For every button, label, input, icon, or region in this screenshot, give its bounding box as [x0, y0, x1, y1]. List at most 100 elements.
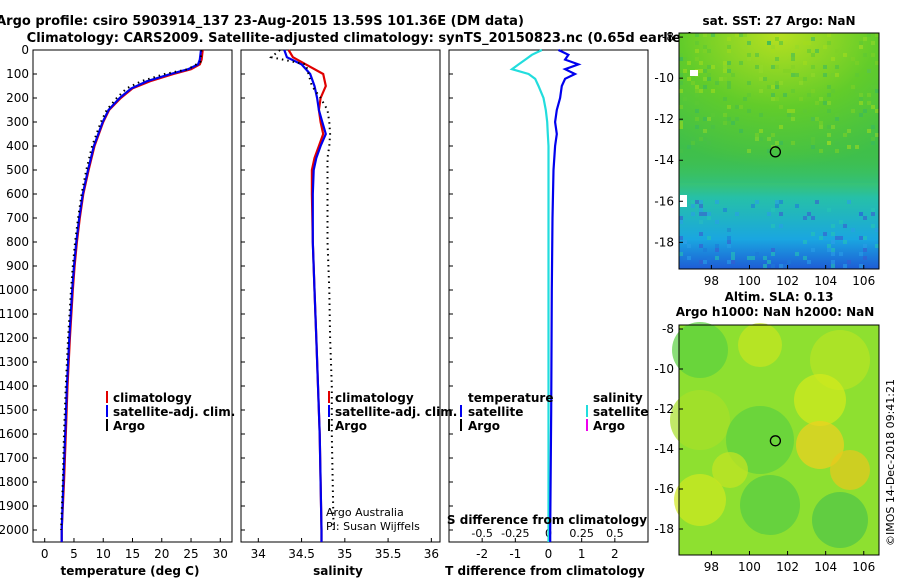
sst-pixel: [847, 200, 851, 204]
sst-pixel: [875, 33, 879, 37]
sst-pixel: [679, 252, 683, 256]
sst-pixel: [811, 248, 815, 252]
sst-pixel: [711, 41, 715, 45]
sst-pixel: [743, 45, 747, 49]
annotation-pi: PI: Susan Wijffels: [326, 520, 420, 533]
sst-pixel: [839, 236, 843, 240]
sst-pixel: [863, 244, 867, 248]
sst-pixel: [787, 69, 791, 73]
sst-pixel: [699, 137, 703, 141]
sst-pixel: [835, 65, 839, 69]
sst-pixel: [875, 133, 879, 137]
depth-tick-label: 0: [21, 43, 29, 57]
title-line2: Climatology: CARS2009. Satellite-adjuste…: [27, 31, 694, 46]
sst-pixel: [783, 264, 787, 268]
sst-pixel: [683, 97, 687, 101]
sst-pixel: [699, 89, 703, 93]
sst-pixel: [683, 240, 687, 244]
sst-pixel: [727, 260, 731, 264]
sla-blob: [738, 323, 782, 367]
t-difference-xlabel: T difference from climatology: [445, 564, 645, 578]
sst-pixel: [739, 61, 743, 65]
sst-pixel: [691, 204, 695, 208]
sst-pixel: [747, 109, 751, 113]
depth-tick-label: 600: [6, 187, 29, 201]
sst-pixel: [875, 244, 879, 248]
sst-pixel: [695, 93, 699, 97]
sst-pixel: [803, 256, 807, 260]
legend-swatch-s-argo: [586, 419, 588, 431]
sst-pixel: [775, 57, 779, 61]
sst-pixel: [823, 73, 827, 77]
legend-swatch-satellite: [328, 405, 330, 417]
sst-pixel: [835, 141, 839, 145]
legend-swatch-climatology: [328, 391, 330, 403]
s-diff-tick-label: 0.5: [606, 527, 624, 540]
climatology-line: [60, 49, 204, 542]
legend-swatch-satellite: [106, 405, 108, 417]
sst-pixel: [831, 264, 835, 268]
sst-map-axes: 98 100 102 104 106 -8 -10 -12 -14 -16 -18: [654, 30, 875, 288]
sst-pixel: [835, 117, 839, 121]
sst-pixel: [827, 101, 831, 105]
sst-pixel: [843, 53, 847, 57]
depth-tick-label: 500: [6, 163, 29, 177]
sst-pixel: [747, 57, 751, 61]
sst-pixel: [819, 121, 823, 125]
lat-tick-label: -16: [654, 482, 674, 496]
sst-pixel: [679, 105, 683, 109]
sst-pixel: [703, 260, 707, 264]
temperature-tick-label: 10: [96, 547, 111, 561]
sst-pixel: [867, 69, 871, 73]
sst-pixel: [779, 264, 783, 268]
sst-pixel: [683, 69, 687, 73]
depth-tick-label: 1400: [0, 379, 29, 393]
sst-pixel: [863, 248, 867, 252]
temperature-axis: 0 5 10 15 20 25 30: [41, 538, 228, 561]
sst-pixel: [815, 200, 819, 204]
sst-pixel: [727, 117, 731, 121]
depth-tick-label: 1900: [0, 499, 29, 513]
lat-tick-label: -14: [654, 442, 674, 456]
sst-pixel: [687, 244, 691, 248]
sst-pixel: [811, 89, 815, 93]
argo-location-marker: [769, 435, 782, 447]
sst-pixel: [863, 256, 867, 260]
sst-pixel: [703, 77, 707, 81]
sst-pixel: [683, 57, 687, 61]
sst-pixel: [699, 244, 703, 248]
sst-pixel: [811, 137, 815, 141]
sst-pixel: [743, 33, 747, 37]
temperature-tick-label: 15: [125, 547, 140, 561]
temperature-tick-label: 5: [70, 547, 78, 561]
sst-map-panel: sat. SST: 27 Argo: NaN 98 100 102 104 106 -8 -…: [654, 14, 880, 288]
sst-pixel: [827, 41, 831, 45]
sst-pixel: [755, 65, 759, 69]
sst-pixel: [739, 105, 743, 109]
sst-map-frame: [678, 32, 880, 270]
sst-pixel: [731, 260, 735, 264]
sst-pixel: [843, 240, 847, 244]
sst-pixel: [755, 200, 759, 204]
sst-pixel: [851, 228, 855, 232]
sst-pixel: [747, 149, 751, 153]
legend-swatch-t-argo: [460, 419, 462, 431]
sst-pixel: [727, 69, 731, 73]
sst-pixel: [787, 113, 791, 117]
sst-pixel: [759, 137, 763, 141]
difference-legend: temperature satellite Argo salinity sate…: [460, 391, 648, 433]
sst-pixel: [811, 232, 815, 236]
lat-tick-label: -18: [654, 235, 674, 249]
sst-pixel: [703, 129, 707, 133]
sst-pixel: [791, 89, 795, 93]
salinity-depth-ticks: [241, 49, 245, 531]
legend-argo: Argo: [335, 419, 367, 433]
depth-tick-label: 1100: [0, 307, 29, 321]
sst-pixel: [827, 85, 831, 89]
sst-pixel: [847, 260, 851, 264]
sst-pixel: [771, 97, 775, 101]
lat-tick-label: -8: [662, 322, 674, 336]
sst-pixel: [679, 53, 683, 57]
sst-pixel: [715, 200, 719, 204]
sst-pixel: [835, 73, 839, 77]
